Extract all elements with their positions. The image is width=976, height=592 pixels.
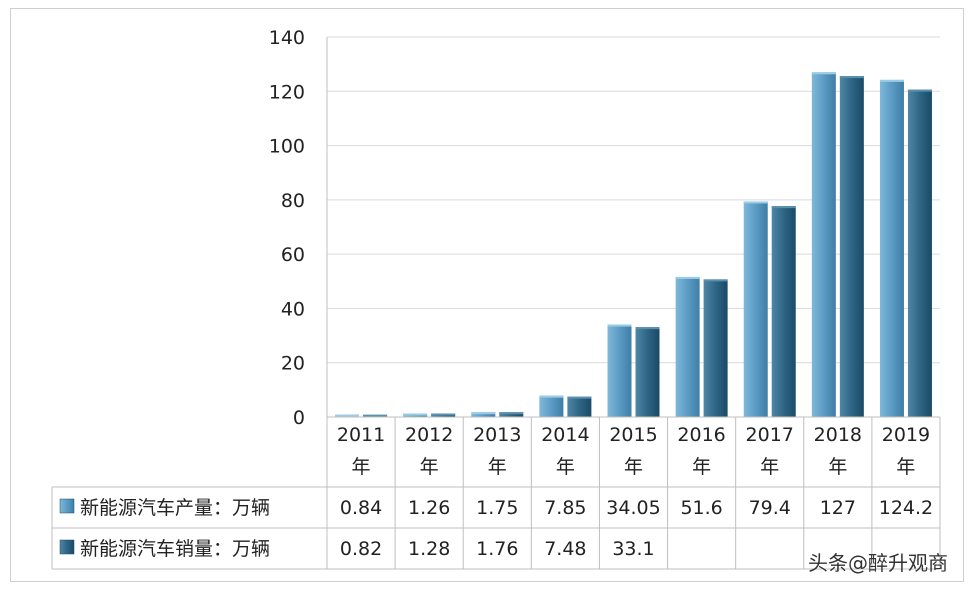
series-name: 新能源汽车产量：万辆 xyxy=(80,497,270,519)
bar-top xyxy=(607,324,632,327)
bar-top xyxy=(907,89,932,92)
category-label: 2015 xyxy=(609,424,657,446)
bar-top xyxy=(675,276,700,279)
bar-top xyxy=(703,279,728,282)
data-label: 0.82 xyxy=(340,538,382,560)
series-name: 新能源汽车销量：万辆 xyxy=(80,538,270,560)
bar-top xyxy=(403,413,428,416)
y-tick-label: 100 xyxy=(269,136,305,158)
y-tick-label: 140 xyxy=(269,27,305,49)
data-label: 1.26 xyxy=(408,497,450,519)
category-label-suffix: 年 xyxy=(556,456,575,478)
gridlines xyxy=(327,36,940,364)
bar-top xyxy=(839,76,864,79)
data-label: 7.48 xyxy=(544,538,586,560)
y-tick-label: 0 xyxy=(293,407,305,429)
bar-top xyxy=(743,201,768,204)
y-tick-label: 120 xyxy=(269,81,305,103)
category-label-suffix: 年 xyxy=(760,456,779,478)
bar-top xyxy=(499,412,524,415)
data-label: 34.05 xyxy=(606,497,660,519)
bar xyxy=(703,279,728,417)
chart-frame xyxy=(10,8,964,582)
bar xyxy=(675,276,700,417)
data-label: 79.4 xyxy=(749,497,791,519)
data-label: 51.6 xyxy=(680,497,722,519)
bar-top xyxy=(363,414,388,417)
category-label-suffix: 年 xyxy=(420,456,439,478)
category-label-suffix: 年 xyxy=(352,456,371,478)
bar xyxy=(539,395,564,417)
data-label: 1.76 xyxy=(476,538,518,560)
y-tick-label: 20 xyxy=(281,353,305,375)
category-label: 2012 xyxy=(405,424,453,446)
category-label-suffix: 年 xyxy=(692,456,711,478)
category-label: 2017 xyxy=(746,424,794,446)
bar xyxy=(471,412,496,417)
y-tick-label: 40 xyxy=(281,298,305,320)
legend-key xyxy=(59,539,75,555)
bar-top xyxy=(771,206,796,209)
category-label: 2013 xyxy=(473,424,521,446)
bar xyxy=(839,76,864,417)
data-label: 0.84 xyxy=(340,497,382,519)
category-label-suffix: 年 xyxy=(488,456,507,478)
category-label: 2019 xyxy=(882,424,930,446)
y-tick-label: 80 xyxy=(281,190,305,212)
data-label: 1.28 xyxy=(408,538,450,560)
bar-top xyxy=(567,396,592,399)
data-table: 2011 年 2012 年 2013 年 2014 年 2015 年 2016 年 2017 年 2018 年… xyxy=(51,37,941,570)
category-label: 2018 xyxy=(814,424,862,446)
bar-top xyxy=(635,327,660,330)
bar xyxy=(499,412,524,417)
bar xyxy=(743,201,768,417)
bars xyxy=(335,72,932,418)
data-label: 1.75 xyxy=(476,497,518,519)
category-label-suffix: 年 xyxy=(828,456,847,478)
watermark: 头条@醉升观商 xyxy=(808,551,948,575)
bar xyxy=(907,89,932,418)
category-label: 2016 xyxy=(677,424,725,446)
category-label: 2014 xyxy=(541,424,589,446)
y-tick-label: 60 xyxy=(281,244,305,266)
legend-key xyxy=(59,498,75,514)
bar-top xyxy=(471,412,496,415)
bar-top xyxy=(539,395,564,398)
data-label: 7.85 xyxy=(544,497,586,519)
bar xyxy=(879,79,904,417)
category-label: 2011 xyxy=(337,424,385,446)
bar-top xyxy=(335,414,360,417)
data-label: 33.1 xyxy=(612,538,654,560)
bar xyxy=(607,324,632,417)
bar xyxy=(635,327,660,417)
bar-top xyxy=(431,413,456,416)
bar xyxy=(771,206,796,417)
data-label: 127 xyxy=(820,497,856,519)
y-axis-ticks: 0 20 40 60 80 100 120 140 xyxy=(269,27,305,429)
data-label: 124.2 xyxy=(879,497,933,519)
bar xyxy=(811,72,836,418)
bar-top xyxy=(879,79,904,82)
bar xyxy=(567,396,592,417)
bar-top xyxy=(811,72,836,75)
category-label-suffix: 年 xyxy=(624,456,643,478)
category-label-suffix: 年 xyxy=(896,456,915,478)
